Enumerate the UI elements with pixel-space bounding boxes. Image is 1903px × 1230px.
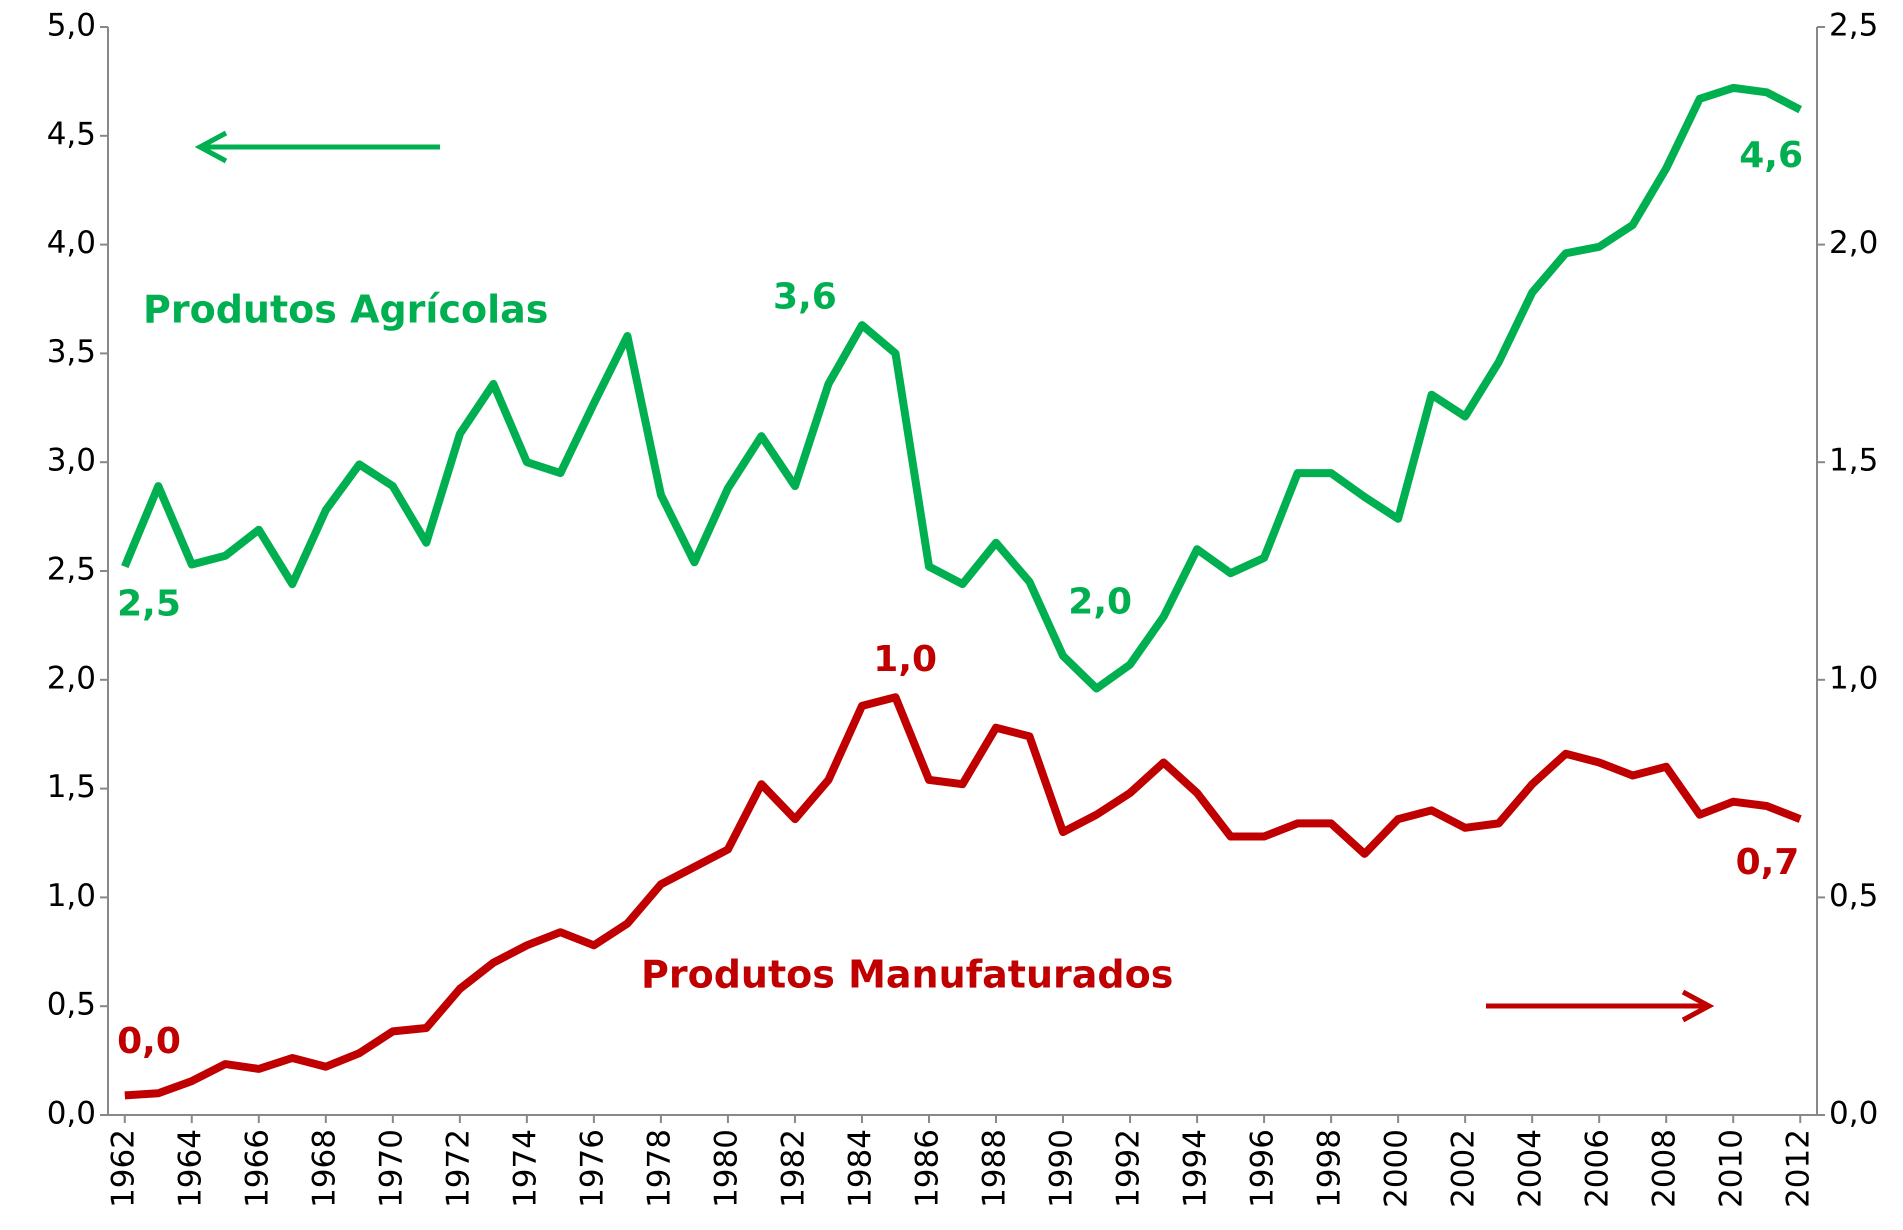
- x-tick-label: 1968: [306, 1129, 342, 1208]
- y-tick-label: 2,5: [47, 552, 96, 588]
- x-tick-label: 1990: [1044, 1129, 1080, 1208]
- x-tick-label: 1998: [1312, 1129, 1348, 1208]
- data-label: 1,0: [873, 639, 937, 680]
- arrow-head: [194, 130, 228, 164]
- y-tick-label: 1,0: [47, 878, 96, 914]
- series-name: Produtos Agrícolas: [143, 288, 548, 332]
- x-tick-label: 1996: [1245, 1129, 1281, 1208]
- data-label: 0,7: [1736, 842, 1800, 883]
- y-tick-label: 4,5: [47, 116, 96, 152]
- x-tick-label: 2008: [1647, 1129, 1683, 1208]
- x-tick-label: 1986: [909, 1129, 945, 1208]
- x-tick-label: 1974: [507, 1129, 543, 1208]
- arrow-head: [1681, 989, 1715, 1023]
- y-tick-label: 4,0: [47, 225, 96, 261]
- y2-tick-label: 2,0: [1829, 225, 1878, 261]
- data-label: 2,0: [1068, 582, 1132, 623]
- x-tick-label: 2012: [1781, 1129, 1817, 1208]
- data-label: 2,5: [117, 583, 181, 624]
- x-tick-label: 2002: [1446, 1129, 1482, 1208]
- y-tick-label: 3,5: [47, 334, 96, 370]
- y-tick-label: 5,0: [47, 8, 96, 44]
- y-tick-label: 3,0: [47, 443, 96, 479]
- x-tick-label: 1972: [440, 1129, 476, 1208]
- x-tick-label: 1970: [373, 1129, 409, 1208]
- y2-tick-label: 2,5: [1829, 8, 1878, 44]
- y-tick-label: 0,0: [47, 1096, 96, 1132]
- data-label: 0,0: [117, 1021, 181, 1062]
- y-tick-label: 1,5: [47, 769, 96, 805]
- y2-tick-label: 0,5: [1829, 878, 1878, 914]
- x-tick-label: 1984: [842, 1129, 878, 1208]
- x-tick-label: 1976: [574, 1129, 610, 1208]
- y2-tick-label: 0,0: [1829, 1096, 1878, 1132]
- x-tick-label: 1978: [641, 1129, 677, 1208]
- y2-tick-label: 1,0: [1829, 660, 1878, 696]
- x-tick-label: 1982: [775, 1129, 811, 1208]
- data-label: 3,6: [773, 276, 837, 317]
- x-tick-label: 2006: [1580, 1129, 1616, 1208]
- x-tick-label: 2000: [1379, 1129, 1415, 1208]
- x-tick-label: 1964: [172, 1129, 208, 1208]
- x-tick-label: 1988: [977, 1129, 1013, 1208]
- series-line: [121, 83, 1803, 693]
- y2-tick-label: 1,5: [1829, 443, 1878, 479]
- x-tick-label: 1966: [239, 1129, 275, 1208]
- y-tick-label: 2,0: [47, 660, 96, 696]
- data-label: 4,6: [1739, 135, 1803, 176]
- series-name: Produtos Manufaturados: [641, 953, 1173, 997]
- x-tick-label: 1980: [708, 1129, 744, 1208]
- x-tick-label: 1962: [105, 1129, 141, 1208]
- x-tick-label: 1994: [1178, 1129, 1214, 1208]
- series-line: [124, 693, 1802, 1100]
- x-tick-label: 2010: [1714, 1129, 1750, 1208]
- y-tick-label: 0,5: [47, 987, 96, 1023]
- x-tick-label: 1992: [1111, 1129, 1147, 1208]
- x-tick-label: 2004: [1513, 1129, 1549, 1208]
